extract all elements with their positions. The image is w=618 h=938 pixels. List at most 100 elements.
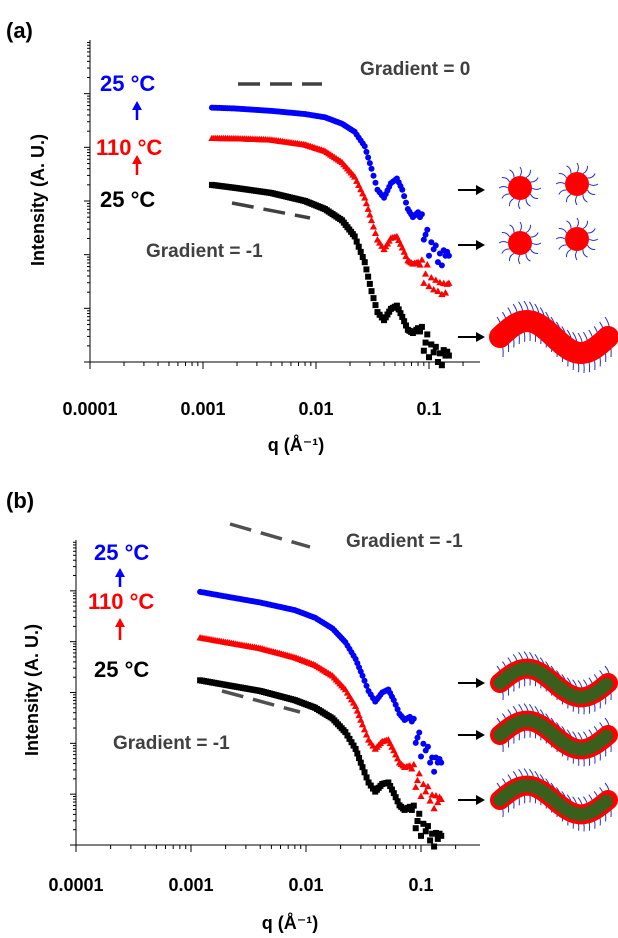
- data-point: [432, 242, 439, 249]
- data-point: [363, 148, 370, 155]
- data-point: [445, 252, 452, 259]
- data-point: [361, 259, 368, 266]
- series-label-bottom: 25 °C: [94, 657, 149, 682]
- data-point: [371, 229, 380, 236]
- heating-arrow: [132, 155, 142, 175]
- y-minor-ticks: [84, 41, 90, 363]
- data-point: [414, 818, 421, 825]
- data-point: [422, 828, 429, 835]
- data-point: [415, 770, 423, 777]
- data-point: [424, 331, 431, 338]
- data-point: [369, 223, 378, 230]
- data-point: [354, 750, 361, 757]
- data-point: [346, 735, 353, 742]
- panel-a: (a) 0.0001 0.001 0.01 0.1 Intensity (A. U.)…: [6, 18, 618, 455]
- data-point: [357, 759, 364, 766]
- data-point: [361, 194, 369, 201]
- data-point: [431, 843, 438, 850]
- data-point: [420, 279, 428, 286]
- data-point: [401, 193, 408, 200]
- x-tick-label: 0.1: [408, 875, 433, 895]
- data-point: [437, 795, 445, 803]
- sphere-micelle-icon: [555, 162, 599, 206]
- data-point: [370, 172, 377, 179]
- data-point: [442, 352, 449, 359]
- data-point: [424, 823, 431, 830]
- series-label-top: 25 °C: [94, 540, 149, 565]
- fiber-micelle-icon: [490, 768, 618, 832]
- data-point: [418, 323, 425, 330]
- annotation-gradient-0: Gradient = 0: [360, 59, 470, 80]
- data-point: [415, 325, 422, 332]
- x-tick-label: 0.0001: [62, 399, 117, 419]
- series-label-top: 25 °C: [100, 71, 155, 96]
- data-point: [390, 790, 397, 797]
- data-point: [370, 785, 377, 792]
- data-point: [416, 261, 424, 268]
- arrow-icon: [458, 332, 485, 342]
- data-point: [412, 783, 420, 790]
- data-point: [363, 682, 370, 689]
- data-point: [418, 256, 426, 263]
- y-axis-label: Intensity (A. U.): [22, 624, 42, 756]
- fiber-micelle-icon: [490, 651, 618, 715]
- data-point: [434, 287, 442, 294]
- worm-micelle-icon: [489, 300, 618, 374]
- data-point: [430, 349, 437, 356]
- arrow-icon: [458, 240, 485, 250]
- data-point: [399, 186, 406, 193]
- data-point: [392, 794, 399, 801]
- data-point: [361, 769, 368, 776]
- data-point: [370, 295, 377, 302]
- data-point: [365, 154, 372, 161]
- data-point: [426, 797, 434, 804]
- data-point: [438, 362, 445, 369]
- data-point: [427, 837, 434, 844]
- series-label-middle: 110 °C: [88, 589, 154, 614]
- data-point: [422, 339, 429, 346]
- slope-guide-top: [229, 522, 311, 549]
- slope-guide-bottom: [221, 689, 301, 714]
- x-tick-label: 0.1: [416, 399, 441, 419]
- heating-arrow: [115, 618, 125, 640]
- data-point: [401, 318, 408, 325]
- data-point: [395, 306, 402, 313]
- fiber-micelle-icon: [490, 703, 618, 767]
- cooling-arrow: [132, 101, 142, 120]
- data-point: [408, 765, 416, 772]
- data-point: [362, 199, 371, 207]
- sphere-micelle-icon: [498, 166, 542, 210]
- y-axis-label: Intensity (A. U.): [28, 134, 48, 266]
- data-point: [361, 677, 368, 684]
- data-point: [408, 806, 415, 813]
- data-point: [363, 266, 370, 273]
- x-ticks: 0.0001 0.001 0.01 0.1: [48, 845, 457, 895]
- x-axis-label: q (Å⁻¹): [268, 435, 324, 455]
- arrow-icon: [458, 795, 485, 805]
- data-point: [438, 832, 445, 839]
- data-series: [196, 588, 445, 850]
- data-point: [361, 143, 368, 150]
- data-point: [422, 231, 429, 238]
- data-point: [372, 302, 379, 309]
- data-point: [413, 776, 422, 784]
- x-ticks: 0.0001 0.001 0.01 0.1: [62, 362, 464, 419]
- data-point: [355, 243, 362, 250]
- data-point: [394, 706, 401, 713]
- data-point: [399, 313, 406, 320]
- data-point: [358, 720, 367, 728]
- data-point: [372, 179, 379, 186]
- data-point: [424, 226, 431, 233]
- data-point: [360, 726, 369, 733]
- data-point: [427, 274, 435, 281]
- data-point: [367, 782, 374, 789]
- data-point: [416, 729, 423, 736]
- data-point: [420, 740, 427, 747]
- panel-label: (b): [6, 488, 34, 513]
- annotation-gradient-top: Gradient = -1: [346, 531, 463, 552]
- data-point: [430, 285, 438, 293]
- data-point: [365, 779, 372, 786]
- data-point: [444, 348, 451, 355]
- data-point: [348, 739, 355, 746]
- data-point: [421, 270, 430, 277]
